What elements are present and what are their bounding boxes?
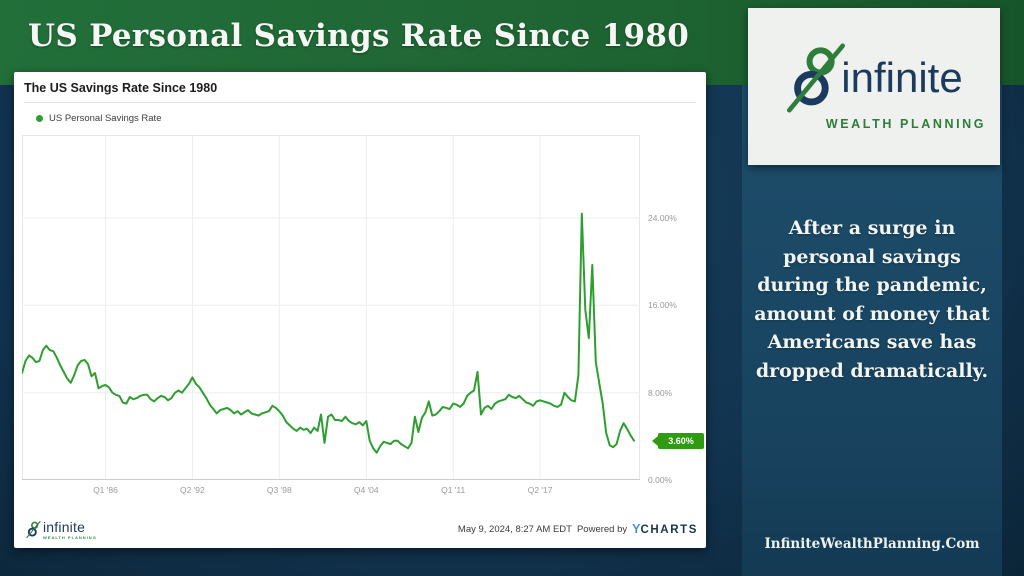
y-tick-label: 8.00%: [648, 387, 673, 398]
y-tick-label: 24.00%: [648, 212, 677, 223]
legend-label: US Personal Savings Rate: [49, 113, 162, 124]
website-url: InfiniteWealthPlanning.Com: [764, 536, 980, 552]
y-tick-label: 16.00%: [648, 300, 677, 311]
savings-rate-line-chart: [21, 135, 640, 480]
current-value-badge: 3.60%: [652, 432, 704, 449]
brand-logo-card: infinite WEALTH PLANNING: [748, 8, 1000, 165]
chart-legend: US Personal Savings Rate: [36, 113, 161, 124]
y-tick-label: 0.00%: [648, 475, 673, 485]
chart-footer: infinite WEALTH PLANNING May 9, 2024, 8:…: [14, 504, 706, 548]
x-tick-label: Q1 '11: [441, 485, 466, 495]
infinity-dollar-logo-icon: [26, 520, 41, 539]
x-tick-label: Q2 '92: [179, 485, 205, 495]
sidebar-panel: [742, 85, 1002, 576]
ycharts-logo-text: CHARTS: [640, 524, 698, 536]
brand-subtext: WEALTH PLANNING: [825, 116, 987, 131]
footer-brand-logo: infinite WEALTH PLANNING: [26, 520, 97, 540]
x-tick-label: Q3 '98: [266, 485, 292, 495]
x-tick-label: Q4 '04: [353, 485, 379, 495]
title-divider: [24, 102, 696, 103]
footer-logo-subtext: WEALTH PLANNING: [43, 535, 97, 540]
chart-card: The US Savings Rate Since 1980 US Person…: [14, 72, 706, 548]
legend-dot-icon: [36, 115, 43, 122]
footer-logo-name: infinite: [43, 519, 86, 535]
x-tick-label: Q1 '86: [93, 485, 118, 495]
ycharts-logo-y: Y: [632, 522, 641, 536]
chart-timestamp: May 9, 2024, 8:27 AM EDT: [457, 523, 572, 535]
brand-name: infinite: [841, 53, 963, 101]
infinity-dollar-logo-icon: [787, 42, 846, 113]
sidebar-message: After a surge in personal savings during…: [754, 217, 990, 382]
x-tick-label: Q2 '17: [527, 485, 553, 495]
ycharts-logo: Y CHARTS: [632, 522, 698, 536]
chart-title: The US Savings Rate Since 1980: [24, 81, 218, 95]
footer-attribution: May 9, 2024, 8:27 AM EDT Powered by Y CH…: [458, 522, 698, 536]
page-title: US Personal Savings Rate Since 1980: [28, 18, 690, 54]
plot-area: [21, 135, 640, 480]
powered-by-label: Powered by: [576, 523, 628, 535]
